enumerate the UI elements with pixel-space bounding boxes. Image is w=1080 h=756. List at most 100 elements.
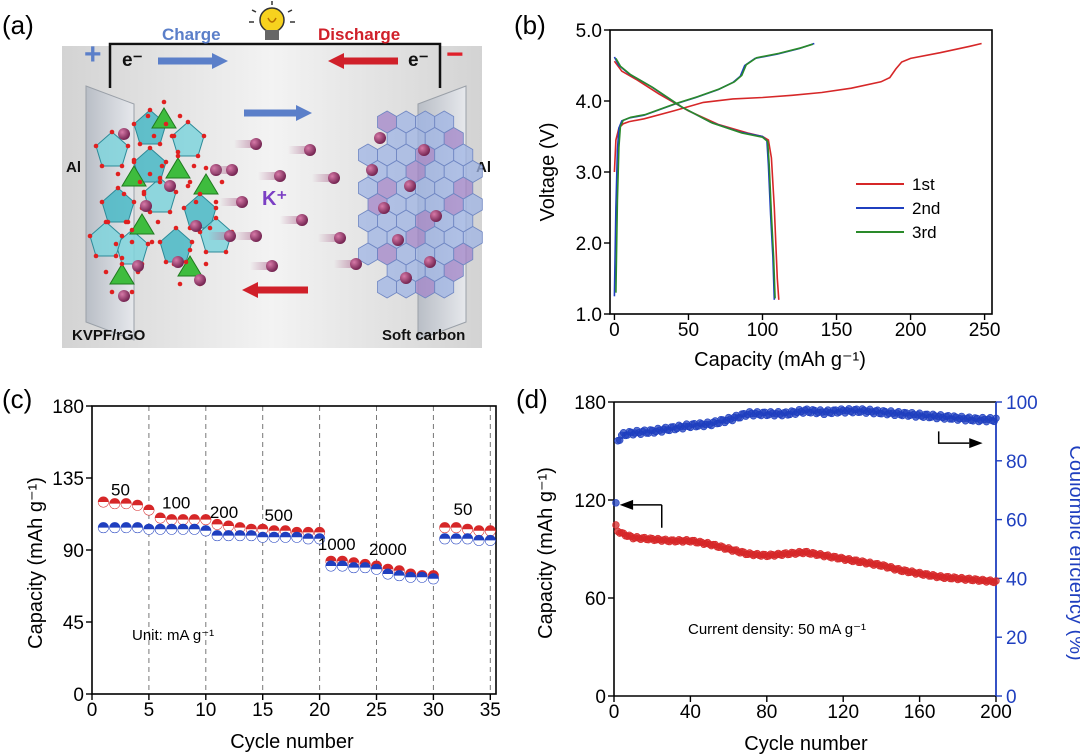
graphene-hexagon: [434, 275, 455, 299]
data-point-half-charge: [121, 503, 132, 509]
ion-motion-trail: [288, 146, 310, 154]
oxygen-atom: [113, 253, 119, 259]
chart-b-ytick-label: 5.0: [576, 21, 602, 42]
oxygen-atom: [213, 215, 219, 221]
oxygen-atom: [147, 171, 153, 177]
chart-c-xtick-label: 5: [144, 700, 155, 721]
oxygen-atom: [177, 113, 183, 119]
phosphate-tetrahedron: [151, 107, 177, 129]
data-point-half-discharge: [246, 535, 257, 541]
chart-d-ytick-label: 120: [574, 491, 606, 512]
chart-b-xtick-label: 150: [821, 320, 853, 341]
chart-d-y2tick-label: 0: [1006, 687, 1017, 708]
data-point-half-charge: [98, 502, 109, 507]
chart-c-xtick-label: 10: [195, 700, 216, 721]
data-point-half-discharge: [405, 577, 416, 583]
chart-d-annotation: Current density: 50 mA g⁻¹: [688, 621, 866, 638]
chart-d-ytick-label: 0: [595, 687, 606, 708]
data-point-half-charge: [473, 530, 484, 536]
anode-soft-carbon-structure: [358, 110, 483, 299]
data-point-capacity: [992, 577, 1000, 585]
chart-b-frame: [609, 29, 993, 315]
data-point-half-discharge: [155, 529, 166, 535]
data-point-half-discharge: [303, 538, 314, 544]
chart-c-xtick-label: 0: [87, 700, 98, 721]
data-point-half-charge: [178, 519, 189, 525]
potassium-ion: [304, 144, 316, 156]
data-point-coulombic-efficiency: [992, 414, 1000, 423]
efficiency-axis-arrow-icon: [937, 431, 970, 444]
ion-motion-trail: [234, 232, 256, 240]
oxygen-atom: [87, 233, 93, 239]
oxygen-atom: [129, 289, 135, 295]
chart-c-xtick-label: 20: [309, 700, 330, 721]
oxygen-atom: [219, 179, 225, 185]
potassium-ion-in-cathode: [140, 200, 152, 212]
chart-c-ytick-label: 45: [63, 613, 84, 634]
oxygen-atom: [99, 199, 105, 205]
potassium-ion: [250, 138, 262, 150]
data-point-half-discharge: [485, 540, 496, 546]
data-point-half-discharge: [132, 527, 143, 533]
vanadium-octahedron: [101, 187, 135, 223]
phosphate-tetrahedron: [177, 255, 203, 277]
oxygen-atom: [201, 133, 207, 139]
oxygen-atom: [131, 199, 137, 205]
chart-d-y2tick-label: 60: [1006, 511, 1027, 532]
legend-label-1st: 1st: [912, 175, 935, 194]
data-point-half-discharge: [121, 527, 132, 533]
data-point-half-discharge: [178, 529, 189, 535]
oxygen-atom: [119, 233, 125, 239]
oxygen-atom: [147, 145, 153, 151]
oxygen-atom: [187, 179, 193, 185]
chart-d-xtick-label: 80: [756, 702, 777, 723]
oxygen-atom: [123, 219, 129, 225]
data-point-half-discharge: [143, 529, 154, 535]
potassium-ion-in-cathode: [164, 180, 176, 192]
oxygen-atom: [173, 189, 179, 195]
data-point-half-discharge: [360, 567, 371, 573]
data-point-half-charge: [132, 505, 143, 511]
oxygen-atom: [137, 141, 143, 147]
oxygen-atom: [147, 107, 153, 113]
chart-c-xtick-label: 15: [252, 700, 273, 721]
vanadium-octahedron: [133, 147, 167, 183]
ion-motion-trail: [234, 140, 256, 148]
chart-d-ytick-label: 180: [574, 393, 606, 414]
charge-electron-arrow-icon: [158, 53, 228, 69]
oxygen-atom: [109, 289, 115, 295]
oxygen-atom: [163, 121, 169, 127]
oxygen-atom: [195, 153, 201, 159]
potassium-ion-in-anode: [430, 210, 442, 222]
oxygen-atom: [155, 219, 161, 225]
oxygen-atom: [145, 113, 151, 119]
potassium-ion-in-cathode: [194, 274, 206, 286]
data-point-half-charge: [451, 527, 462, 533]
phosphate-tetrahedron: [193, 173, 219, 195]
anode-label: Soft carbon: [382, 327, 465, 344]
ion-motion-trail: [208, 232, 230, 240]
potassium-ion-in-anode: [418, 144, 430, 156]
chart-b-xlabel: Capacity (mAh g⁻¹): [694, 349, 866, 371]
data-point-half-discharge: [166, 529, 177, 535]
data-point-half-charge: [143, 510, 154, 515]
discharge-label: Discharge: [318, 25, 400, 44]
oxygen-atom: [193, 199, 199, 205]
oxygen-atom: [115, 185, 121, 191]
chart-b-xtick-label: 250: [969, 320, 1001, 341]
chart-c-ytick-label: 90: [63, 541, 84, 562]
cathode-crystal-structure: [87, 99, 235, 302]
oxygen-atom: [191, 163, 197, 169]
charge-label: Charge: [162, 25, 221, 44]
series-line-3rd-charge: [615, 43, 814, 293]
data-point-half-discharge: [462, 538, 473, 544]
plus-sign: +: [84, 38, 102, 71]
chart-b-ytick-label: 2.0: [576, 234, 602, 255]
oxygen-atom: [137, 179, 143, 185]
chart-b-xtick-label: 100: [747, 320, 779, 341]
data-point-half-discharge: [371, 569, 382, 575]
oxygen-atom: [223, 249, 229, 255]
oxygen-atom: [175, 153, 181, 159]
chart-d-ytick-label: 60: [585, 589, 606, 610]
potassium-ion-in-anode: [378, 202, 390, 214]
